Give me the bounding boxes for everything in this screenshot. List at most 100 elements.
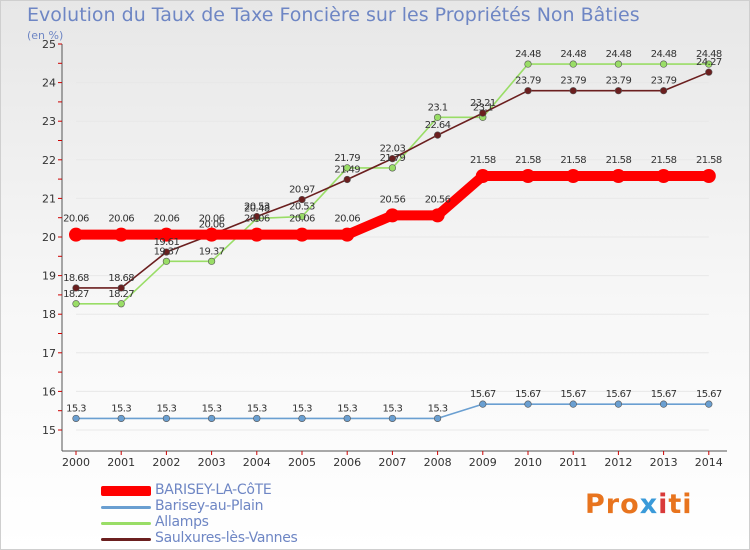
data-label: 15.67: [606, 389, 632, 400]
data-label: 21.79: [380, 153, 406, 164]
data-label: 15.3: [382, 403, 402, 414]
data-label: 21.58: [515, 155, 541, 166]
data-label: 18.27: [108, 289, 134, 300]
data-label: 20.48: [244, 203, 270, 214]
data-point: [388, 155, 397, 163]
y-tick-label: 21: [42, 192, 56, 205]
data-label: 15.3: [111, 403, 131, 414]
data-point: [705, 60, 713, 68]
data-label: 18.27: [63, 289, 89, 300]
data-label: 15.67: [515, 389, 541, 400]
data-label: 24.48: [651, 49, 677, 60]
x-tick-label: 2013: [650, 456, 678, 469]
y-tick-label: 16: [42, 385, 56, 398]
legend-label: Allamps: [155, 514, 209, 530]
x-tick-label: 2001: [107, 456, 135, 469]
data-point: [298, 195, 306, 204]
logo-letter: P: [585, 489, 606, 520]
y-tick-label: 20: [42, 231, 56, 244]
data-point: [162, 414, 170, 423]
x-tick-label: 2003: [198, 456, 226, 469]
data-point: [566, 169, 581, 184]
data-label: 20.06: [63, 214, 89, 225]
x-tick-label: 2008: [424, 456, 452, 469]
data-label: 22.64: [425, 120, 451, 131]
data-label: 23.79: [515, 76, 541, 87]
x-tick-label: 2000: [62, 456, 90, 469]
data-label: 19.37: [199, 246, 225, 257]
logo-letter: i: [658, 489, 669, 520]
data-label: 20.56: [425, 194, 451, 205]
y-tick-label: 17: [42, 347, 56, 360]
data-label: 20.06: [289, 214, 315, 225]
data-label: 20.06: [108, 214, 134, 225]
data-point: [117, 414, 125, 423]
data-label: 20.06: [199, 220, 225, 231]
data-point: [340, 227, 355, 242]
data-point: [208, 414, 216, 423]
chart-unit-label: (en %): [27, 29, 64, 42]
data-point: [253, 212, 261, 221]
x-tick-label: 2014: [695, 456, 723, 469]
data-label: 15.67: [651, 389, 677, 400]
data-label: 15.3: [337, 403, 357, 414]
data-point: [479, 400, 487, 408]
data-label: 15.3: [156, 403, 176, 414]
data-label: 23.79: [606, 76, 632, 87]
x-tick-label: 2006: [333, 456, 361, 469]
y-tick-label: 19: [42, 270, 56, 283]
y-tick-label: 25: [42, 38, 56, 51]
data-label: 19.61: [154, 237, 180, 248]
x-tick-label: 2004: [243, 456, 271, 469]
x-tick-label: 2010: [514, 456, 542, 469]
data-label: 24.27: [696, 57, 722, 68]
y-tick-label: 15: [42, 424, 56, 437]
data-point: [298, 414, 306, 423]
data-point: [524, 400, 532, 408]
legend-label: Saulxures-lès-Vannes: [155, 530, 298, 546]
data-label: 20.06: [154, 214, 180, 225]
data-label: 23.21: [470, 98, 496, 109]
x-tick-label: 2005: [288, 456, 316, 469]
data-point: [208, 257, 216, 265]
data-point: [614, 87, 623, 95]
data-label: 21.49: [334, 164, 360, 175]
data-point: [114, 227, 129, 242]
y-tick-label: 23: [42, 115, 56, 128]
data-point: [521, 169, 535, 184]
data-point: [343, 175, 351, 184]
data-point: [343, 414, 351, 423]
data-label: 24.48: [515, 49, 541, 60]
data-label: 23.1: [428, 102, 448, 113]
x-tick-label: 2012: [604, 456, 632, 469]
x-tick-label: 2007: [378, 456, 406, 469]
data-point: [253, 414, 261, 423]
x-tick-label: 2011: [559, 456, 587, 469]
data-point: [117, 300, 125, 308]
proxiti-logo: Proxiti: [585, 489, 693, 520]
data-label: 21.58: [606, 155, 632, 166]
data-point: [705, 400, 713, 408]
data-point: [388, 414, 397, 423]
logo-letter: t: [668, 489, 683, 520]
data-label: 20.06: [244, 214, 270, 225]
data-point: [69, 227, 83, 242]
data-point: [656, 169, 671, 184]
x-tick-label: 2002: [152, 456, 180, 469]
data-point: [385, 208, 400, 223]
data-point: [569, 87, 577, 95]
data-label: 20.56: [380, 194, 406, 205]
data-label: 24.48: [696, 49, 722, 60]
data-label: 23.79: [560, 76, 586, 87]
data-point: [611, 169, 626, 184]
data-label: 15.67: [470, 389, 496, 400]
data-point: [117, 284, 125, 292]
data-point: [705, 68, 713, 76]
data-point: [614, 400, 623, 408]
legend-swatch: [101, 538, 151, 541]
data-label: 21.58: [651, 155, 677, 166]
data-label: 20.53: [289, 202, 315, 213]
data-label: 15.67: [560, 389, 586, 400]
data-label: 15.67: [696, 389, 722, 400]
data-label: 20.06: [199, 214, 225, 225]
